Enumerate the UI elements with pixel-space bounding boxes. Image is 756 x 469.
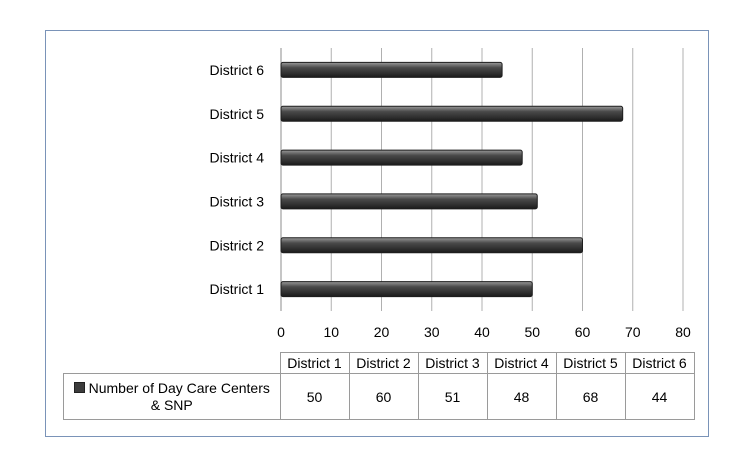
data-table-category: District 1: [279, 352, 350, 374]
data-table-row: Number of Day Care Centers & SNP 50 60 51 4…: [63, 373, 695, 420]
bar: [280, 61, 503, 78]
x-tick-label: 20: [374, 324, 390, 340]
data-table-category: District 5: [555, 352, 626, 374]
category-label: District 5: [210, 106, 265, 122]
category-label: District 2: [210, 237, 265, 253]
data-table-value: 51: [417, 373, 488, 420]
x-tick-label: 60: [575, 324, 591, 340]
category-label: District 1: [210, 281, 265, 297]
data-table-series-label: Number of Day Care Centers & SNP: [63, 373, 281, 420]
x-tick-label: 0: [277, 324, 285, 340]
series-name: Number of Day Care Centers & SNP: [88, 379, 270, 413]
x-tick-labels: 0 10 20 30 40 50 60 70 80: [277, 324, 691, 340]
x-tick-label: 70: [625, 324, 641, 340]
data-table-category: District 2: [348, 352, 419, 374]
x-tick-label: 40: [474, 324, 490, 340]
bar: [280, 149, 523, 166]
bars: [280, 61, 624, 298]
data-table-category: District 6: [624, 352, 695, 374]
data-table-category: District 3: [417, 352, 488, 374]
data-table-value: 68: [555, 373, 626, 420]
data-table-category: District 4: [486, 352, 557, 374]
x-tick-label: 50: [524, 324, 540, 340]
x-tick-label: 80: [675, 324, 691, 340]
x-tick-label: 10: [323, 324, 339, 340]
category-label: District 4: [210, 150, 265, 166]
bar: [280, 237, 583, 254]
data-table-header: District 1 District 2 District 3 District 4…: [63, 352, 695, 374]
gridlines: [280, 48, 684, 311]
data-table-value: 44: [624, 373, 695, 420]
data-table: District 1 District 2 District 3 District 4…: [63, 352, 695, 420]
data-table-corner: [63, 352, 281, 374]
bar: [280, 193, 538, 210]
bar: [280, 281, 533, 298]
legend-key-icon: [73, 381, 85, 393]
data-table-value: 48: [486, 373, 557, 420]
x-tick-label: 30: [424, 324, 440, 340]
data-table-value: 60: [348, 373, 419, 420]
bar: [280, 105, 624, 122]
category-labels: District 1 District 2 District 3 District 4…: [210, 62, 265, 297]
category-label: District 3: [210, 193, 265, 209]
category-label: District 6: [210, 62, 265, 78]
data-table-value: 50: [279, 373, 350, 420]
